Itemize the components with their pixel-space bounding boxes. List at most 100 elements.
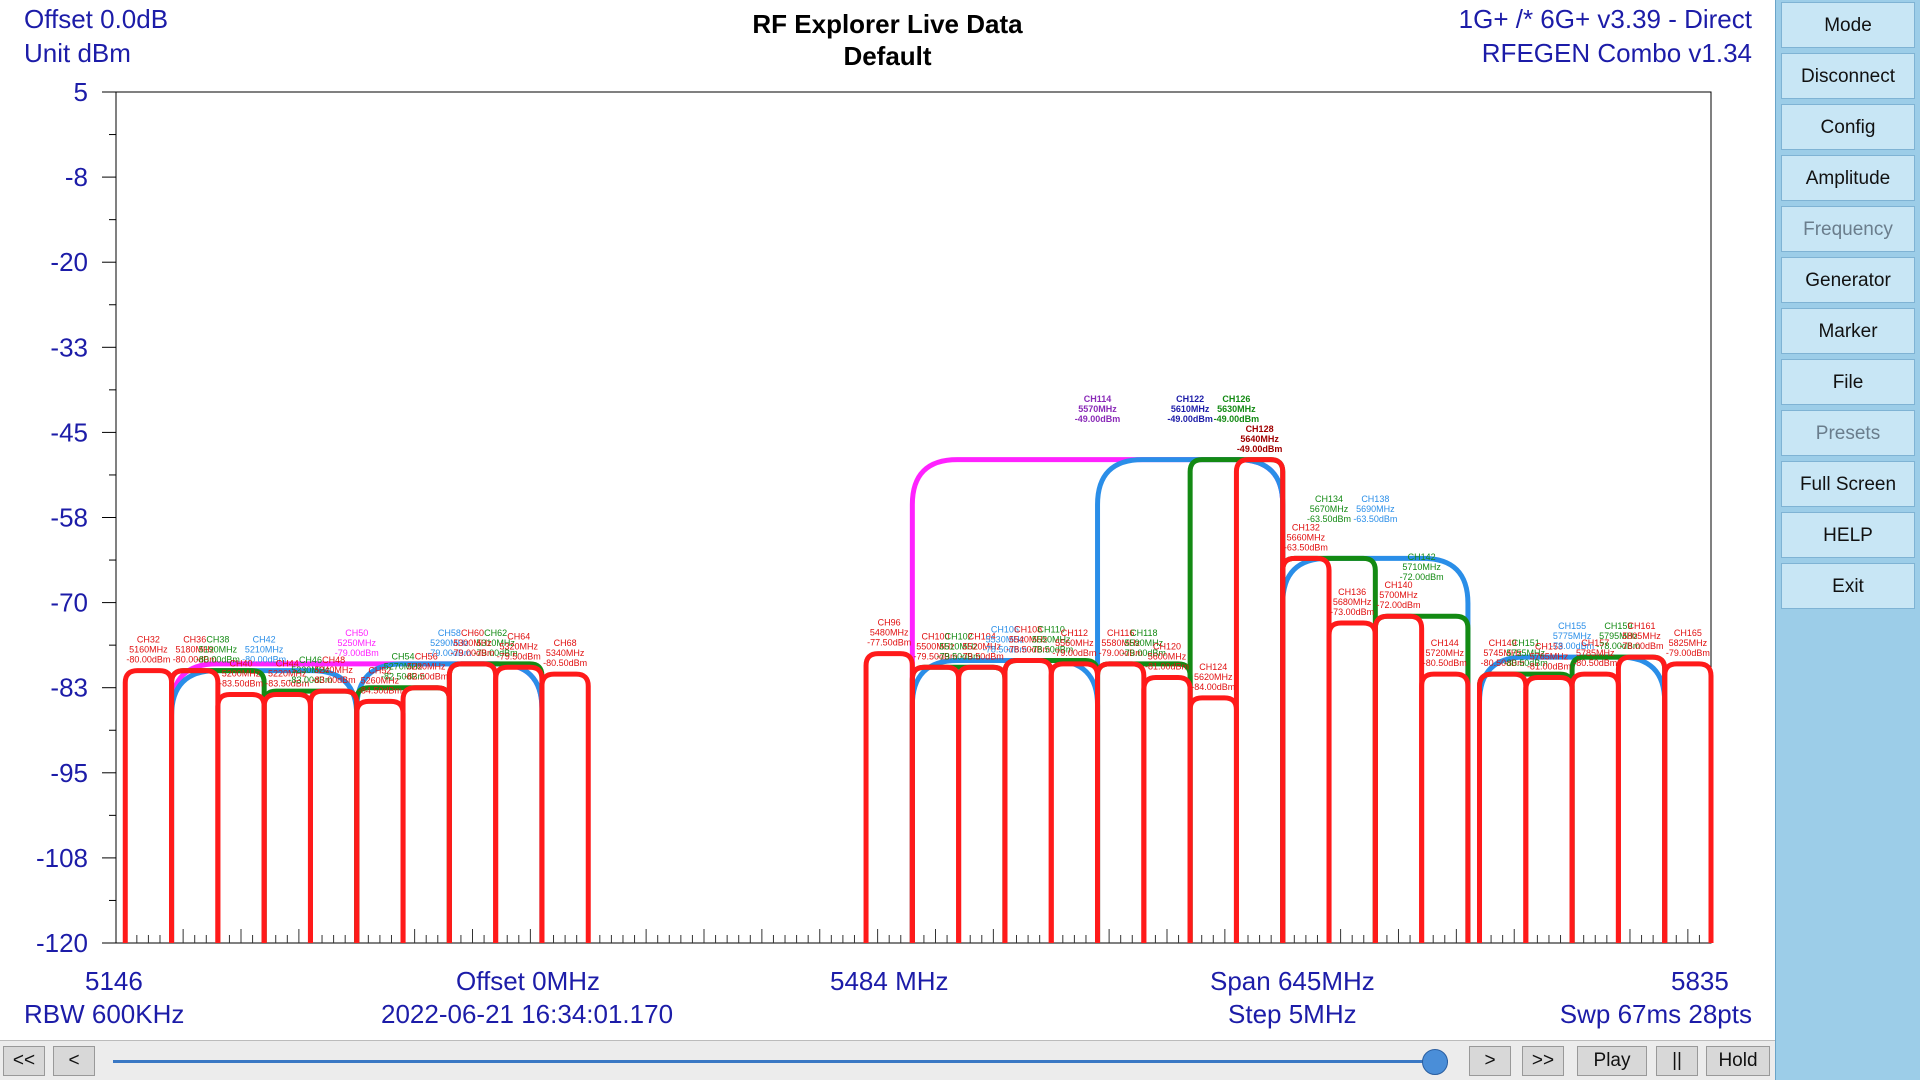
channel-label-line: CH118 [1130,628,1157,638]
channel-label-line: 5560MHz [1055,638,1094,648]
step-label: Step 5MHz [1228,999,1357,1029]
channel-label-line: CH42 [253,635,276,645]
mode-button[interactable]: Mode [1781,2,1915,48]
channel-label-line: CH40 [229,659,252,669]
channel-trace-ch132 [1280,555,1332,943]
channel-label-line: -79.00dBm [1122,648,1166,658]
channel-label-line: 5280MHz [407,662,446,672]
channel-label-line: 5590MHz [1125,638,1164,648]
playback-slider[interactable] [113,1060,1448,1063]
channel-label-line: 5720MHz [1426,648,1465,658]
pause-button[interactable]: || [1656,1046,1698,1076]
full-screen-button[interactable]: Full Screen [1781,461,1915,507]
channel-label-line: 5745MHz [1483,648,1522,658]
channel-label-line: -79.50dBm [937,651,981,661]
channel-label-line: CH64 [507,631,530,641]
channel-label-line: -80.00dBm [173,655,217,665]
disconnect-button[interactable]: Disconnect [1781,53,1915,99]
channel-label-line: -49.00dBm [1167,414,1213,424]
channel-label-line: -79.00dBm [427,648,471,658]
channel-label-line: CH157 [1581,638,1609,648]
channel-label-line: CH153 [1535,641,1563,651]
channel-trace-ch140 [1372,613,1425,943]
channel-label-line: 5670MHz [1310,504,1349,514]
config-button[interactable]: Config [1781,104,1915,150]
channel-trace-ch138 [1280,555,1471,943]
playback-slider-thumb[interactable] [1421,1049,1448,1075]
fast-forward-button[interactable]: >> [1522,1046,1564,1076]
channel-trace-ch96 [863,651,915,943]
channel-label-line: 5680MHz [1333,597,1372,607]
channel-label-line: -73.00dBm [1330,607,1374,617]
rewind-button[interactable]: << [3,1046,45,1076]
marker-button[interactable]: Marker [1781,308,1915,354]
step-forward-button[interactable]: > [1469,1046,1511,1076]
channel-trace-ch116 [1095,661,1147,943]
channel-trace-ch120 [1141,674,1193,943]
channel-label-line: -79.50dBm [913,651,957,661]
channel-label-line: -78.00dBm [1596,641,1640,651]
channel-label-line: 5540MHz [1009,634,1048,644]
file-button[interactable]: File [1781,359,1915,405]
exit-button[interactable]: Exit [1781,563,1915,609]
channel-label-line: -78.50dBm [1029,644,1073,654]
hold-button[interactable]: Hold [1706,1046,1770,1076]
presets-button[interactable]: Presets [1781,410,1915,456]
channel-label-line: -80.50dBm [1423,658,1467,668]
step-back-button[interactable]: < [53,1046,95,1076]
generator-button[interactable]: Generator [1781,257,1915,303]
channel-label-line: -49.00dBm [1237,444,1283,454]
channel-label-line: 5795MHz [1599,631,1638,641]
channel-label-line: CH134 [1315,494,1343,504]
channel-label-line: CH114 [1084,394,1112,404]
play-button[interactable]: Play [1577,1046,1647,1076]
channel-label-line: -84.00dBm [1191,682,1235,692]
help-button[interactable]: HELP [1781,512,1915,558]
channel-label-line: 5825MHz [1669,638,1708,648]
channel-traces [122,457,1714,943]
y-tick-label: -45 [50,417,88,447]
y-tick-label: -8 [65,162,88,192]
channel-label-line: CH48 [322,655,345,665]
channel-label-line: -78.50dBm [1006,644,1050,654]
channel-labels: CH325160MHz-80.00dBmCH365180MHz-80.00dBm… [126,394,1709,695]
channel-label-line: -80.00dBm [196,655,240,665]
y-tick-label: -120 [36,928,88,958]
amplitude-button[interactable]: Amplitude [1781,155,1915,201]
y-tick-label: -70 [50,588,88,618]
channel-label-line: 5180MHz [175,645,214,655]
channel-label-line: -63.50dBm [1353,514,1397,524]
channel-label-line: 5210MHz [245,645,284,655]
channel-label-line: CH56 [415,652,438,662]
channel-label-line: 5710MHz [1402,562,1441,572]
channel-label-line: CH120 [1153,641,1181,651]
frequency-button[interactable]: Frequency [1781,206,1915,252]
channel-label-line: -78.50dBm [983,644,1027,654]
y-tick-label: -95 [50,758,88,788]
channel-label-line: CH149 [1489,638,1517,648]
y-tick-label: 5 [74,77,88,107]
channel-label-line: 5480MHz [870,628,909,638]
channel-label-line: -79.00dBm [335,648,379,658]
channel-label-line: -77.50dBm [867,638,911,648]
